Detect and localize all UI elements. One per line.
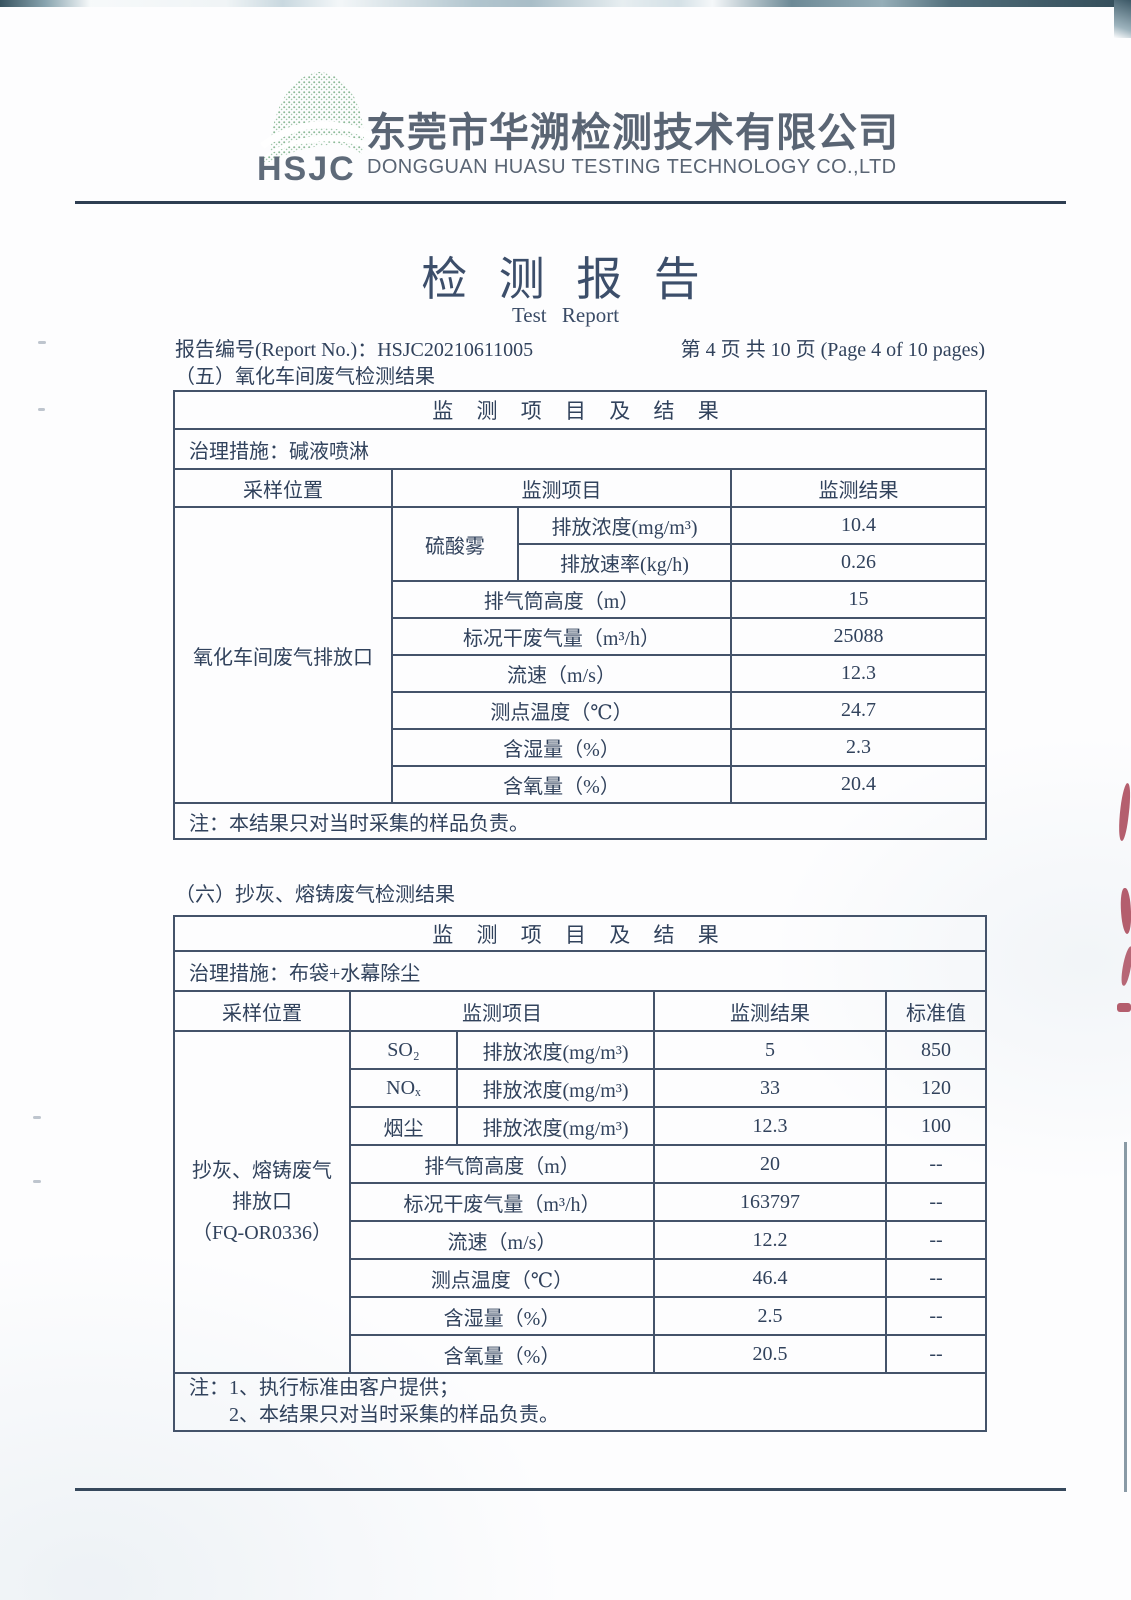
table-title: 监 测 项 目 及 结 果 — [173, 390, 987, 430]
monitor-result-cell: 46.4 — [653, 1258, 887, 1298]
table-note-line: 注：1、执行标准由客户提供； — [189, 1377, 459, 1399]
scan-margin-speck — [38, 408, 45, 411]
standard-value-cell: -- — [884, 1296, 988, 1336]
treatment-measure: 治理措施：布袋+水幕除尘 — [172, 950, 988, 992]
standard-value-cell: -- — [884, 1144, 988, 1184]
report-number-value: HSJC20210611005 — [377, 339, 534, 361]
monitor-item-cell: 排气筒高度（m） — [391, 580, 732, 619]
pollutant-name-cell: 烟尘 — [349, 1106, 458, 1146]
monitor-result-cell: 20.5 — [653, 1334, 887, 1374]
table-note-line: 2、本结果只对当时采集的样品负责。 — [229, 1404, 559, 1426]
monitor-result-cell: 12.2 — [653, 1220, 887, 1260]
standard-value-cell: -- — [884, 1258, 988, 1298]
red-seal-edge-mark — [1119, 887, 1131, 935]
section6-heading: （六）抄灰、熔铸废气检测结果 — [175, 884, 455, 906]
pollutant-name-cell: NOₓ — [349, 1068, 458, 1108]
table-note: 注：1、执行标准由客户提供； 2、本结果只对当时采集的样品负责。 — [172, 1372, 988, 1432]
company-name-chinese: 东莞市华溯检测技术有限公司 — [366, 111, 899, 155]
monitor-item-cell: 测点温度（℃） — [349, 1258, 655, 1298]
table-note: 注：本结果只对当时采集的样品负责。 — [173, 802, 987, 840]
monitor-result-cell: 33 — [653, 1068, 887, 1108]
report-number-label: 报告编号(Report No.)： — [175, 339, 378, 361]
col-header-sampling-position: 采样位置 — [173, 990, 351, 1032]
monitor-result-cell: 10.4 — [730, 506, 987, 545]
scan-right-edge-line — [1124, 1142, 1127, 1492]
monitor-item-cell: 含湿量（%） — [391, 728, 732, 767]
sampling-position-cell: 氧化车间废气排放口 — [173, 506, 393, 804]
monitor-item-cell: 测点温度（℃） — [391, 691, 732, 730]
red-seal-edge-mark — [1117, 1003, 1131, 1012]
monitor-result-cell: 12.3 — [653, 1106, 887, 1146]
monitor-result-cell: 20.4 — [730, 765, 987, 804]
standard-value-cell: 120 — [884, 1068, 988, 1108]
red-seal-edge-mark — [1116, 782, 1131, 842]
standard-value-cell: -- — [884, 1182, 988, 1222]
monitor-item-cell: 流速（m/s） — [349, 1220, 655, 1260]
col-header-standard-value: 标准值 — [884, 990, 988, 1032]
standard-value-cell: -- — [884, 1334, 988, 1374]
monitor-result-cell: 24.7 — [730, 691, 987, 730]
monitor-item-cell: 排放浓度(mg/m³) — [456, 1068, 655, 1108]
monitor-item-cell: 流速（m/s） — [391, 654, 732, 693]
company-logo — [258, 66, 378, 166]
monitor-item-cell: 含湿量（%） — [349, 1296, 655, 1336]
monitor-item-cell: 含氧量（%） — [391, 765, 732, 804]
table-ash-casting-exhaust: 监 测 项 目 及 结 果 治理措施：布袋+水幕除尘 采样位置 监测项目 监测结… — [172, 915, 988, 1432]
monitor-result-cell: 5 — [653, 1030, 887, 1070]
standard-value-cell: 100 — [884, 1106, 988, 1146]
sampling-position-cell: 抄灰、熔铸废气 排放口 （FQ-OR0336） — [173, 1030, 351, 1374]
document-title: 检 测 报 告 — [421, 254, 710, 305]
monitor-result-cell: 163797 — [653, 1182, 887, 1222]
monitor-result-cell: 20 — [653, 1144, 887, 1184]
scan-top-edge-artifact — [0, 0, 1131, 7]
document-subtitle: Test Report — [511, 303, 620, 327]
table-oxidation-workshop: 监 测 项 目 及 结 果 治理措施：碱液喷淋 采样位置 监测项目 监测结果 氧… — [173, 390, 987, 840]
monitor-item-cell: 排放浓度(mg/m³) — [456, 1030, 655, 1070]
col-header-monitor-item: 监测项目 — [391, 468, 732, 508]
scan-margin-speck — [33, 1180, 41, 1183]
standard-value-cell: -- — [884, 1220, 988, 1260]
col-header-monitor-result: 监测结果 — [730, 468, 987, 508]
monitor-item-cell: 排放浓度(mg/m³) — [456, 1106, 655, 1146]
report-number-line: 报告编号(Report No.)：HSJC20210611005 — [175, 333, 533, 362]
monitor-result-cell: 15 — [730, 580, 987, 619]
monitor-result-cell: 2.5 — [653, 1296, 887, 1336]
col-header-monitor-result: 监测结果 — [653, 990, 887, 1032]
monitor-item-cell: 排放速率(kg/h) — [517, 543, 732, 582]
monitor-item-cell: 排气筒高度（m） — [349, 1144, 655, 1184]
scan-top-right-corner-artifact — [1114, 0, 1131, 38]
monitor-item-cell: 含氧量（%） — [349, 1334, 655, 1374]
sampling-position-line: 抄灰、熔铸废气 — [192, 1159, 332, 1182]
sampling-position-line: 排放口 — [232, 1190, 292, 1213]
page-indicator: 第 4 页 共 10 页 (Page 4 of 10 pages) — [680, 339, 985, 361]
table-title: 监 测 项 目 及 结 果 — [172, 915, 988, 952]
pollutant-name-cell: 硫酸雾 — [391, 506, 519, 582]
sampling-position-line: （FQ-OR0336） — [191, 1221, 332, 1244]
scan-margin-speck — [38, 341, 46, 344]
logo-wordmark: HSJC — [257, 150, 356, 188]
logo-leaf-globe-icon — [259, 72, 378, 166]
section5-heading: （五）氧化车间废气检测结果 — [175, 366, 435, 388]
header-divider — [75, 201, 1066, 204]
monitor-result-cell: 25088 — [730, 617, 987, 656]
col-header-monitor-item: 监测项目 — [349, 990, 655, 1032]
footer-divider — [75, 1488, 1066, 1491]
col-header-sampling-position: 采样位置 — [173, 468, 393, 508]
monitor-result-cell: 0.26 — [730, 543, 987, 582]
pollutant-name-cell: SO₂ — [349, 1030, 458, 1070]
monitor-item-cell: 标况干废气量（m³/h） — [391, 617, 732, 656]
standard-value-cell: 850 — [884, 1030, 988, 1070]
monitor-result-cell: 12.3 — [730, 654, 987, 693]
monitor-item-cell: 排放浓度(mg/m³) — [517, 506, 732, 545]
red-seal-edge-mark — [1119, 945, 1131, 987]
monitor-item-cell: 标况干废气量（m³/h） — [349, 1182, 655, 1222]
company-name-english: DONGGUAN HUASU TESTING TECHNOLOGY CO.,LT… — [367, 156, 897, 178]
treatment-measure: 治理措施：碱液喷淋 — [173, 428, 987, 470]
monitor-result-cell: 2.3 — [730, 728, 987, 767]
scan-margin-speck — [33, 1116, 41, 1119]
